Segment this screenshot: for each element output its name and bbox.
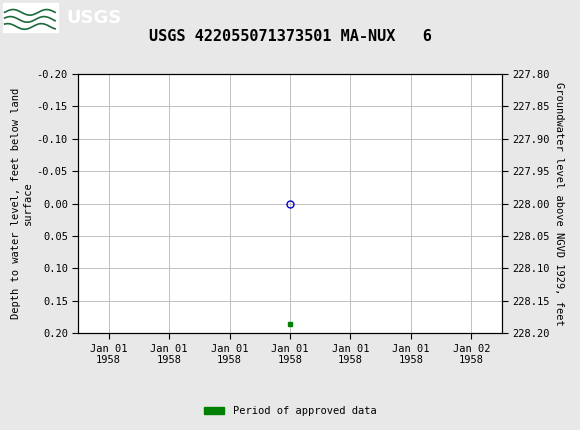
Text: USGS: USGS bbox=[67, 9, 122, 27]
Bar bbox=[3, 3, 58, 32]
Legend: Period of approved data: Period of approved data bbox=[200, 402, 380, 421]
Text: USGS 422055071373501 MA-NUX   6: USGS 422055071373501 MA-NUX 6 bbox=[148, 29, 432, 44]
Y-axis label: Depth to water level, feet below land
surface: Depth to water level, feet below land su… bbox=[11, 88, 32, 319]
Y-axis label: Groundwater level above NGVD 1929, feet: Groundwater level above NGVD 1929, feet bbox=[554, 82, 564, 326]
